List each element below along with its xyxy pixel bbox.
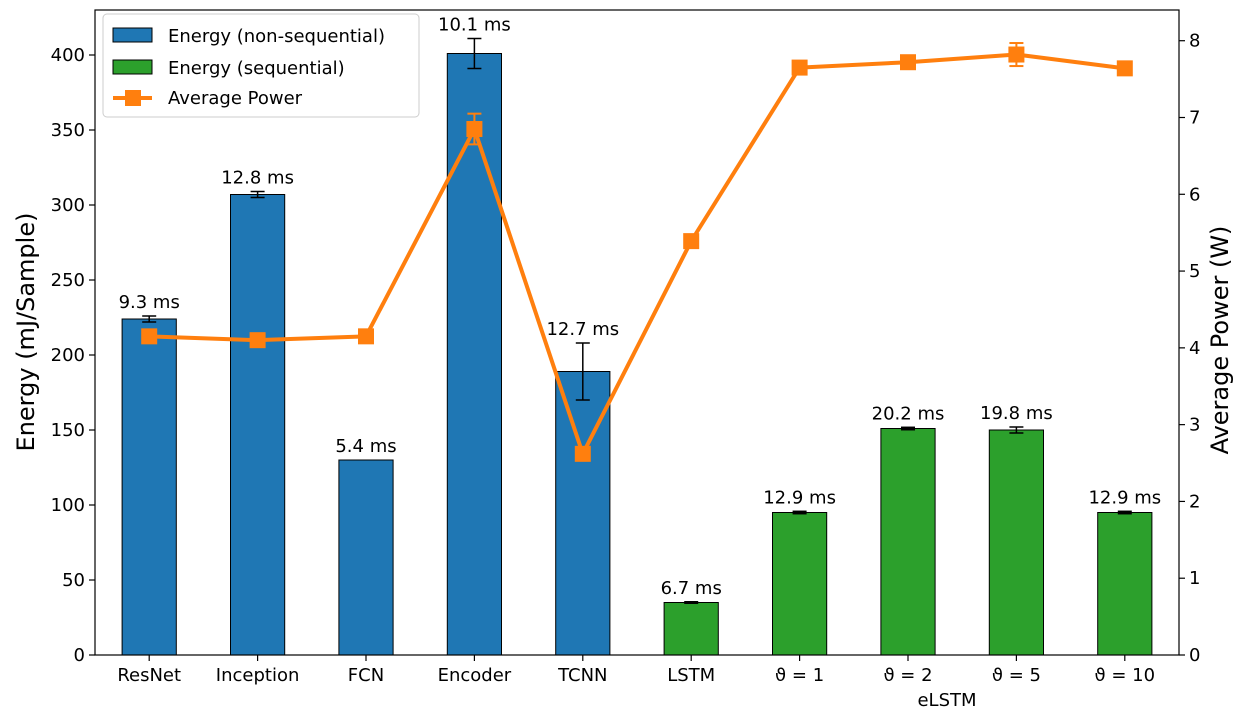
x-tick-label: LSTM <box>667 665 715 686</box>
x-tick-label: ϑ = 10 <box>1095 665 1156 686</box>
bar-seq <box>1097 512 1153 656</box>
y-tick-label: 300 <box>51 195 85 216</box>
legend-label-nonseq: Energy (non-sequential) <box>168 26 385 47</box>
bars-layer <box>121 53 1153 656</box>
y-tick-label: 350 <box>51 120 85 141</box>
bar-annotation: 6.7 ms <box>661 578 722 599</box>
bar-nonseq <box>230 194 286 656</box>
bar-annotation: 10.1 ms <box>438 15 511 36</box>
y2-tick-label: 7 <box>1189 108 1200 129</box>
plot-frame <box>94 9 1180 656</box>
y2-tick-label: 3 <box>1189 415 1200 436</box>
power-marker <box>141 328 158 345</box>
y-tick-label: 400 <box>51 45 85 66</box>
bar-annotation: 19.8 ms <box>980 403 1053 424</box>
y-tick-label: 200 <box>51 345 85 366</box>
y-tick-label: 250 <box>51 270 85 291</box>
y-axis-title: Energy (mJ/Sample) <box>12 213 40 452</box>
bar-annotation: 12.8 ms <box>221 168 294 189</box>
y-tick-label: 150 <box>51 420 85 441</box>
bar-seq <box>663 602 719 656</box>
y2-tick-label: 0 <box>1189 645 1200 666</box>
x-axis-ticks: ResNet Inception FCN Encoder TCNN LSTM ϑ = 1 ϑ … <box>117 655 1155 686</box>
bar-annotation: 5.4 ms <box>335 436 396 457</box>
y2-tick-label: 2 <box>1189 491 1200 512</box>
y2-tick-label: 5 <box>1189 261 1200 282</box>
power-marker <box>791 59 808 76</box>
power-marker <box>249 332 266 349</box>
x-tick-label: ϑ = 2 <box>883 665 932 686</box>
legend-swatch-nonseq <box>112 27 153 43</box>
left-axis-ticks: 0 50 100 150 200 250 300 350 400 <box>51 45 95 666</box>
power-marker <box>574 445 591 462</box>
power-marker <box>466 121 483 138</box>
legend-label-seq: Energy (sequential) <box>168 58 345 79</box>
legend-swatch-seq <box>112 59 153 75</box>
x-tick-label: TCNN <box>557 665 607 686</box>
legend-frame <box>102 13 420 118</box>
power-line-layer <box>141 42 1133 462</box>
y2-tick-label: 1 <box>1189 568 1200 589</box>
power-marker <box>1008 46 1025 63</box>
bar-annotation: 12.9 ms <box>1088 487 1161 508</box>
legend: Energy (non-sequential) Energy (sequenti… <box>102 13 420 118</box>
bar-labels-layer: 9.3 ms 12.8 ms 5.4 ms 10.1 ms 12.7 ms 6.7 ms 1… <box>119 15 1162 599</box>
power-marker <box>1116 60 1133 77</box>
power-marker <box>683 233 700 250</box>
y-tick-label: 100 <box>51 495 85 516</box>
y2-tick-label: 6 <box>1189 184 1200 205</box>
power-marker <box>358 328 374 345</box>
y-tick-label: 0 <box>74 645 85 666</box>
bar-annotation: 12.7 ms <box>546 319 619 340</box>
bar-seq <box>772 512 828 656</box>
x-group-label: eLSTM <box>917 690 976 711</box>
bar-seq <box>880 428 936 656</box>
error-bars-layer <box>142 37 1132 604</box>
bar-nonseq <box>446 53 502 656</box>
legend-marker-power <box>125 90 141 106</box>
x-tick-label: ResNet <box>117 665 181 686</box>
bar-annotation: 12.9 ms <box>763 487 836 508</box>
x-tick-label: Inception <box>216 665 300 686</box>
power-line <box>149 52 1126 456</box>
x-tick-label: Encoder <box>438 665 512 686</box>
bar-annotation: 9.3 ms <box>119 292 180 313</box>
right-axis-ticks: 0 1 2 3 4 5 6 7 8 <box>1179 31 1200 666</box>
y2-axis-title: Average Power (W) <box>1206 226 1234 455</box>
y2-tick-label: 8 <box>1189 31 1200 52</box>
bar-nonseq <box>338 459 394 656</box>
x-tick-label: ϑ = 1 <box>775 665 824 686</box>
x-tick-label: ϑ = 5 <box>992 665 1041 686</box>
bar-annotation: 20.2 ms <box>872 403 945 424</box>
legend-label-power: Average Power <box>168 88 303 109</box>
bar-nonseq <box>121 318 177 656</box>
power-marker <box>900 54 916 71</box>
y2-tick-label: 4 <box>1189 338 1200 359</box>
y-tick-label: 50 <box>62 570 85 591</box>
x-tick-label: FCN <box>348 665 384 686</box>
bar-seq <box>988 429 1044 656</box>
